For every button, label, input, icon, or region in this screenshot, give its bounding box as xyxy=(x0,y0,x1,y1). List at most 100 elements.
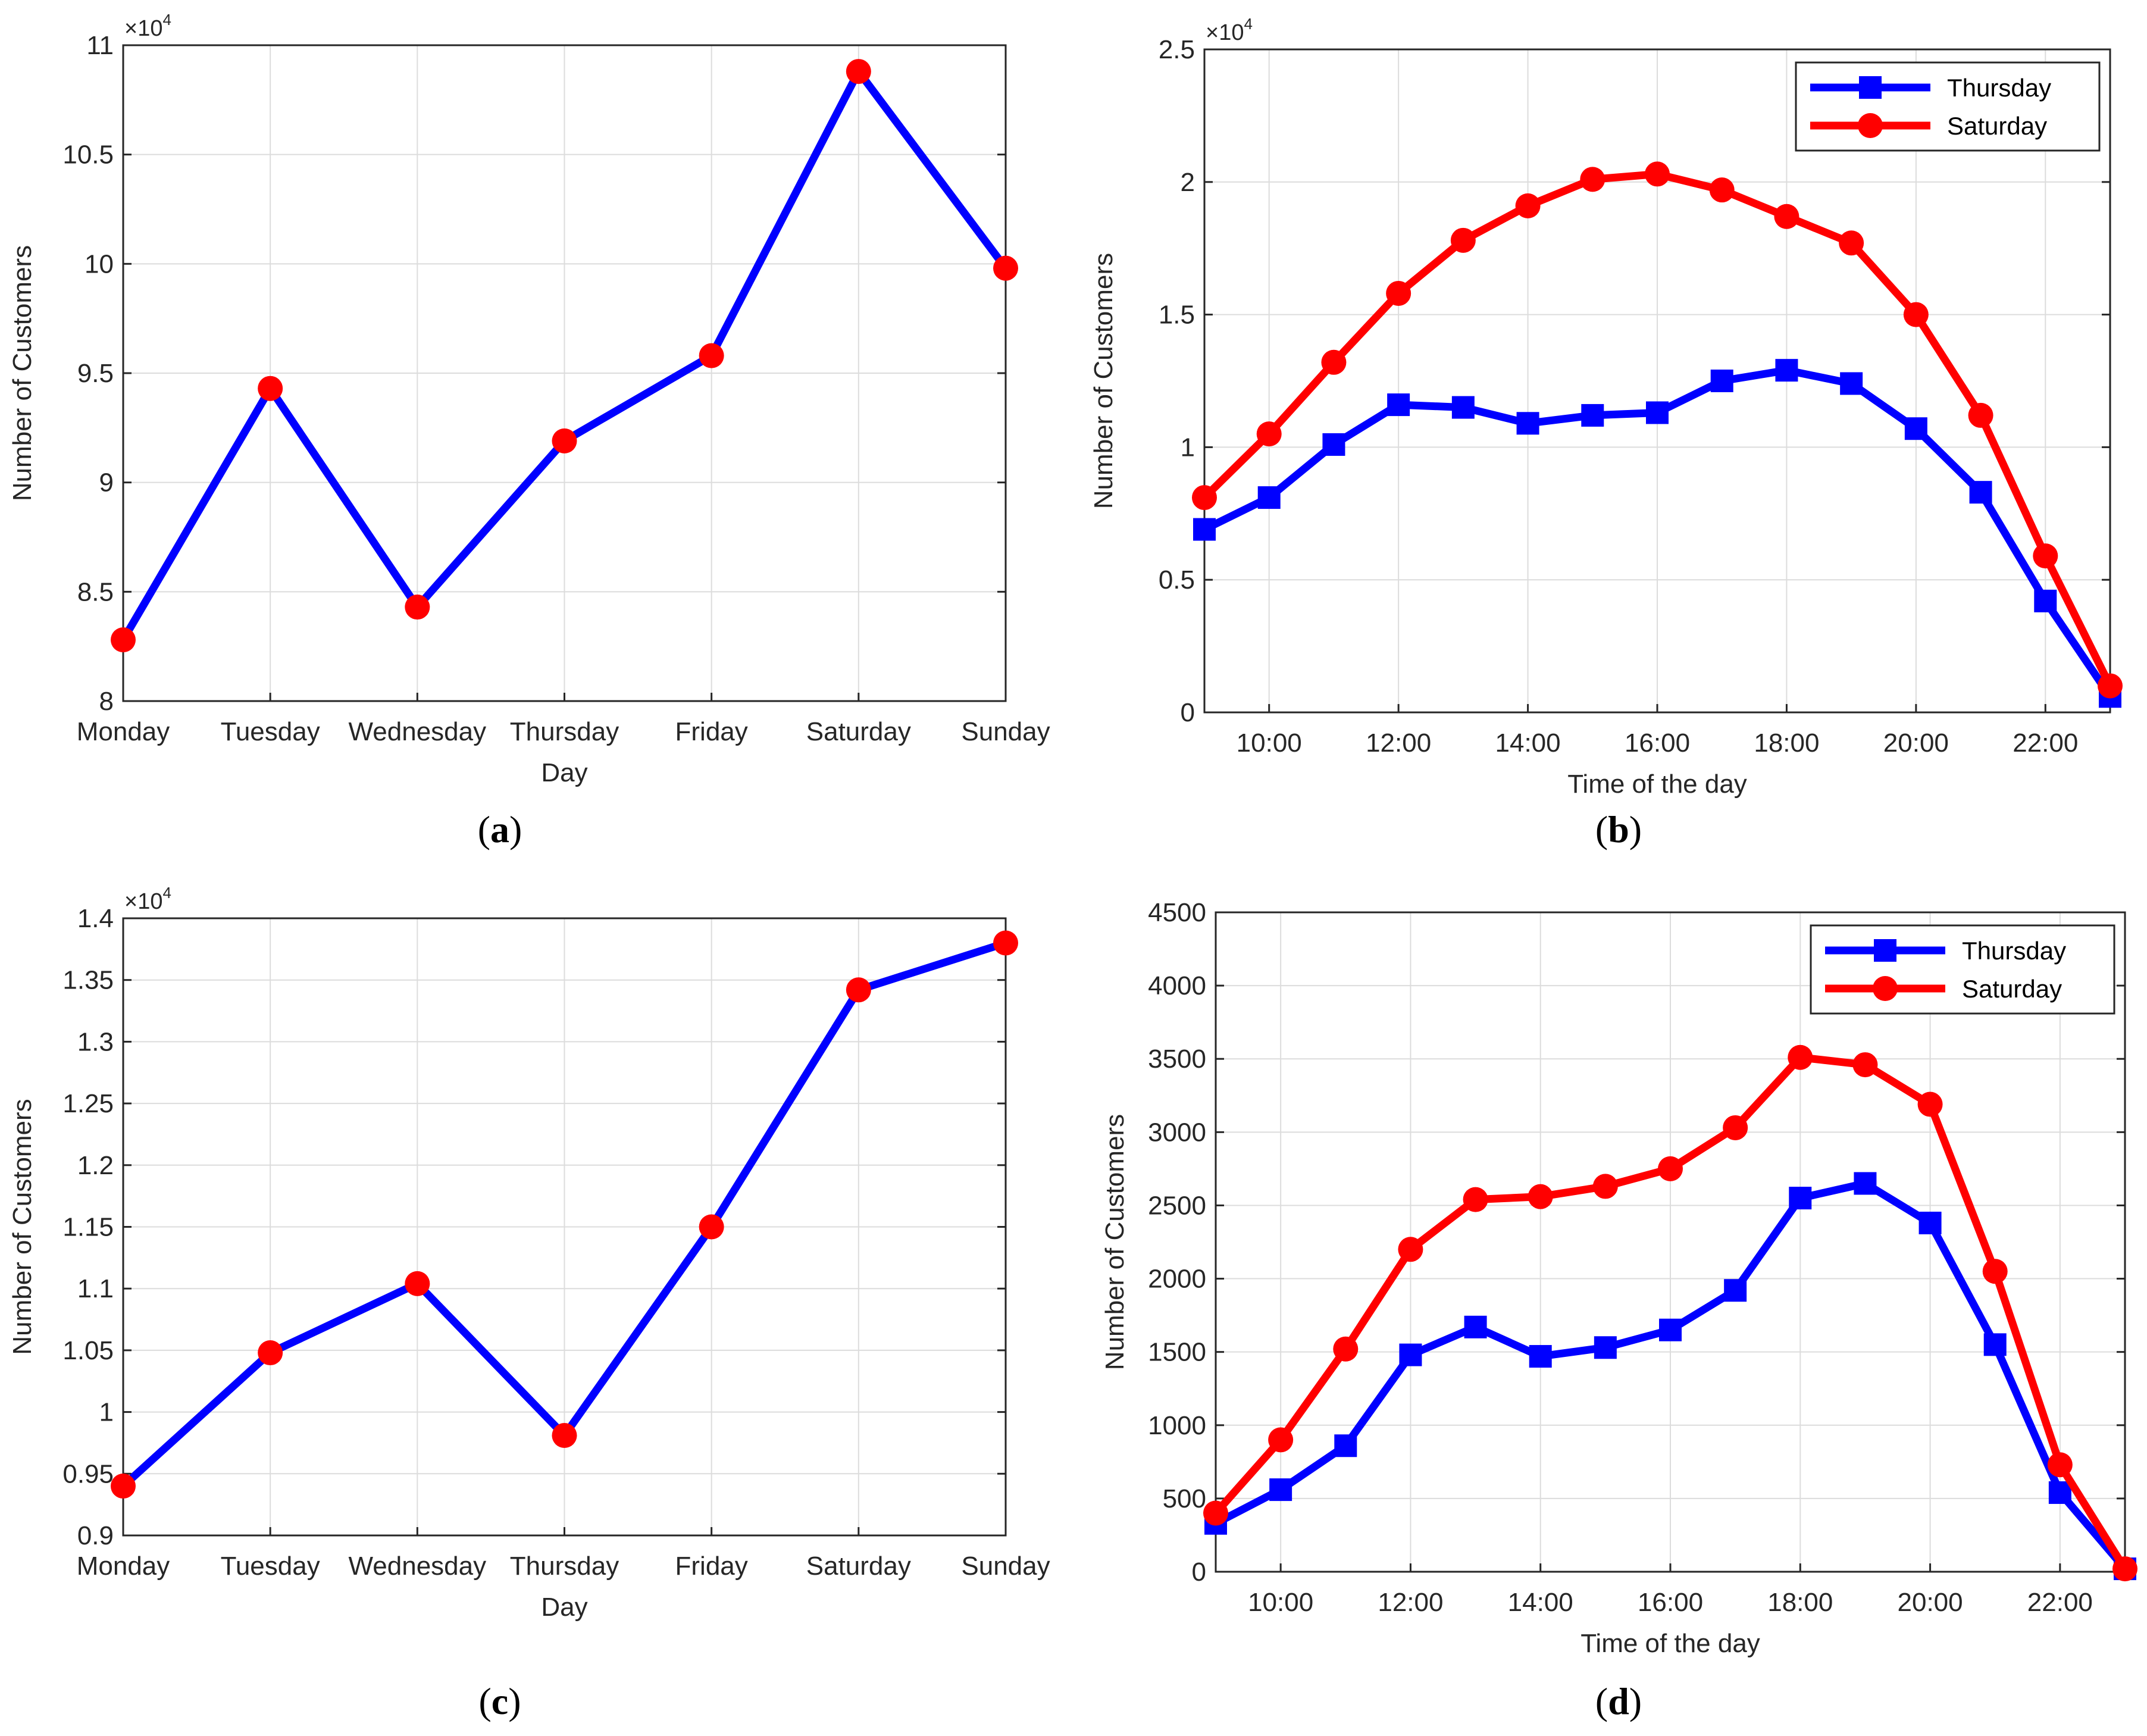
x-tick-label: 12:00 xyxy=(1378,1588,1443,1617)
axis-multiplier: ×104 xyxy=(1206,15,1253,45)
data-point xyxy=(1852,1052,1878,1078)
x-tick-label: 18:00 xyxy=(1754,728,1819,758)
x-tick-label: Saturday xyxy=(806,717,911,746)
data-point xyxy=(1193,518,1216,541)
data-point xyxy=(1192,485,1217,511)
data-point xyxy=(552,428,577,453)
chart-panel-c: 0.9 0.95 1 1.05 1.1 1.15 1.2 1.25 1.3 1.35 1.4 Mond… xyxy=(8,884,1050,1722)
x-tick-label: 12:00 xyxy=(1366,728,1431,758)
data-point xyxy=(405,595,430,620)
x-tick-label: Wednesday xyxy=(349,717,487,746)
x-tick-label: 18:00 xyxy=(1767,1588,1833,1617)
data-point xyxy=(1257,486,1281,509)
data-point xyxy=(1839,230,1864,256)
y-tick-label: 2500 xyxy=(1148,1191,1206,1220)
gridlines xyxy=(123,45,1006,701)
legend-swatch-marker xyxy=(1873,976,1898,1001)
y-tick-label: 1.5 xyxy=(1159,301,1195,330)
y-tick-label: 10 xyxy=(84,249,114,279)
data-point xyxy=(1968,402,1993,428)
data-point xyxy=(1918,1211,1942,1234)
y-tick-label: 2000 xyxy=(1148,1265,1206,1294)
y-tick-label: 8.5 xyxy=(77,577,114,606)
y-axis-label: Number of Customers xyxy=(8,1099,37,1355)
x-tick-label: Monday xyxy=(77,717,170,746)
panel-caption: (b) xyxy=(1595,808,1642,850)
panel-caption: (c) xyxy=(478,1680,521,1722)
multiplier-base: ×104 xyxy=(124,11,171,41)
data-point xyxy=(993,930,1018,956)
y-tick-label: 0 xyxy=(1181,698,1195,727)
y-tick-label: 11 xyxy=(86,31,114,60)
x-tick-label: 10:00 xyxy=(1237,728,1302,758)
axis-ticks: 0.9 0.95 1 1.05 1.1 1.15 1.2 1.25 1.3 1.35 1.4 Mond… xyxy=(62,904,1050,1581)
y-tick-label: 3000 xyxy=(1148,1118,1206,1147)
axis-ticks: 8 8.5 9 9.5 10 10.5 11 Monday Tuesday Wednesday Th… xyxy=(62,31,1050,746)
panel-caption: (d) xyxy=(1595,1680,1642,1722)
y-axis-label: Number of Customers xyxy=(8,245,37,501)
y-tick-label: 1 xyxy=(99,1398,114,1427)
data-point xyxy=(846,977,871,1003)
x-tick-label: 20:00 xyxy=(1883,728,1949,758)
data-point xyxy=(1724,1279,1747,1302)
data-point xyxy=(2048,1481,2071,1504)
y-axis-label: Number of Customers xyxy=(1100,1114,1129,1370)
y-tick-label: 4500 xyxy=(1148,898,1206,927)
data-point xyxy=(1528,1184,1553,1209)
x-tick-label: Friday xyxy=(675,1552,748,1581)
data-point xyxy=(699,343,724,368)
multiplier-base: ×104 xyxy=(124,884,171,914)
axis-multiplier: ×104 xyxy=(124,884,171,914)
data-point xyxy=(1256,421,1282,447)
x-axis-label: Time of the day xyxy=(1567,770,1747,799)
y-tick-label: 1500 xyxy=(1148,1338,1206,1367)
data-point xyxy=(846,59,871,85)
axis-multiplier: ×104 xyxy=(124,11,171,41)
data-point xyxy=(1658,1156,1683,1181)
legend-swatch-marker xyxy=(1874,939,1896,962)
x-tick-label: 20:00 xyxy=(1898,1588,1963,1617)
y-tick-label: 0 xyxy=(1192,1557,1206,1587)
data-point xyxy=(1398,1237,1423,1262)
data-point xyxy=(1334,1434,1357,1457)
data-point xyxy=(1516,412,1539,435)
chart-panel-a: 8 8.5 9 9.5 10 10.5 11 Monday Tuesday Wednesday Th… xyxy=(8,11,1050,850)
x-axis-label: Day xyxy=(541,758,587,787)
y-tick-label: 0.95 xyxy=(62,1459,114,1488)
data-point xyxy=(1592,1174,1618,1199)
data-point xyxy=(1775,359,1798,382)
data-point xyxy=(1451,396,1475,419)
data-point xyxy=(111,627,136,653)
legend-swatch-marker xyxy=(1859,76,1882,99)
panel-caption: (a) xyxy=(478,808,522,850)
data-point xyxy=(111,1474,136,1499)
x-axis-label: Day xyxy=(541,1593,587,1622)
series-saturday xyxy=(1203,1044,2137,1582)
chart-panel-d: 0 500 1000 1500 2000 2500 3000 3500 4000 4500 10:0… xyxy=(1100,898,2137,1722)
data-point xyxy=(1789,1187,1812,1210)
series-saturday xyxy=(1192,161,2123,699)
x-tick-label: Saturday xyxy=(806,1552,911,1581)
data-point xyxy=(1581,403,1604,427)
legend: Thursday Saturday xyxy=(1810,924,2115,1015)
data-point xyxy=(1580,167,1605,192)
x-tick-label: Sunday xyxy=(961,717,1050,746)
data-point xyxy=(1515,193,1541,218)
data-point xyxy=(1322,433,1345,456)
data-point xyxy=(1723,1115,1748,1140)
x-tick-label: 16:00 xyxy=(1638,1588,1703,1617)
data-point xyxy=(1982,1259,2008,1284)
x-tick-label: 14:00 xyxy=(1495,728,1561,758)
gridlines xyxy=(1204,49,2110,712)
y-tick-label: 1.35 xyxy=(62,966,114,995)
data-point xyxy=(1645,161,1670,187)
data-point xyxy=(2112,1556,2137,1582)
gridlines xyxy=(1216,912,2125,1572)
data-point xyxy=(1321,349,1347,375)
data-point xyxy=(1387,393,1410,417)
y-axis-label: Number of Customers xyxy=(1089,253,1118,509)
legend-label: Thursday xyxy=(1947,74,2051,102)
series-customers xyxy=(111,59,1018,653)
data-point xyxy=(2047,1452,2073,1478)
data-point xyxy=(1840,372,1863,395)
